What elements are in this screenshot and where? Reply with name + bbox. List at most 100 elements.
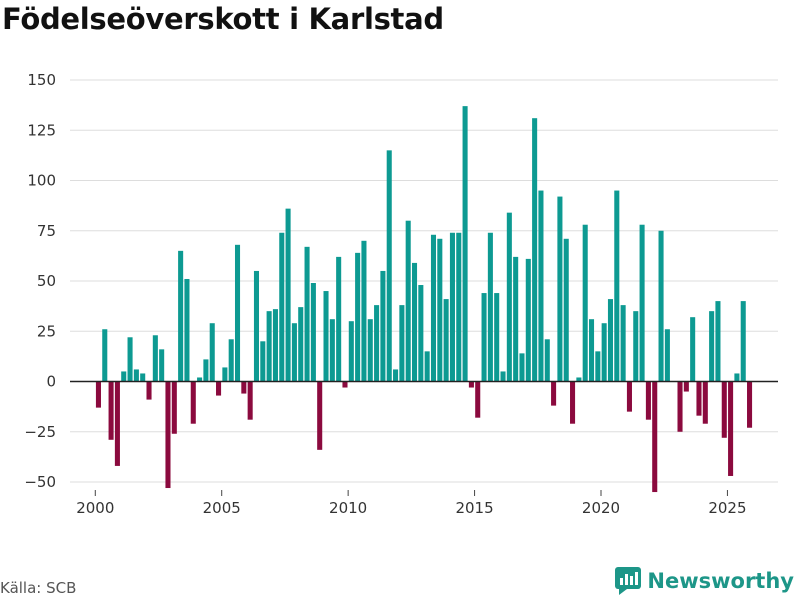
bar-positive [209,323,215,382]
bar-positive [734,373,740,382]
bar-positive [620,305,626,382]
bar-positive [127,337,133,382]
bar-positive [709,311,715,382]
bar-negative [551,381,557,406]
bar-positive [291,323,297,382]
newsworthy-logo-icon [615,567,642,595]
y-tick-label: −25 [24,423,56,441]
bar-positive [588,319,595,382]
bar-positive [494,293,500,382]
bar-positive [506,212,512,382]
bar-positive [279,232,285,382]
x-tick-label: 2025 [708,499,746,517]
y-tick-label: 25 [37,322,56,340]
bar-negative [677,381,683,432]
bar-positive [633,311,639,382]
bar-positive [348,321,354,382]
y-axis-labels: −50 −25 0 25 50 75 100 125 150 [24,71,56,491]
brand-logo: Newsworthy [615,567,794,595]
bar-positive [178,250,184,382]
bar-negative [683,381,689,392]
bar-negative [570,381,576,424]
bar-negative [165,381,171,489]
bar-positive [487,232,493,382]
source-note: Källa: SCB [0,579,77,597]
y-tick-label: 0 [46,373,56,391]
bar-positive [658,230,664,382]
bar-negative [475,381,481,418]
bar-positive [557,196,563,382]
bar-positive [500,371,506,382]
bar-positive [260,341,266,382]
bar-positive [614,190,620,382]
bar-positive [184,278,190,382]
bar-positive [576,377,582,382]
bar-positive [140,373,146,382]
bar-negative [171,381,177,434]
bar-positive [532,118,538,382]
bar-positive [228,339,234,382]
bar-positive [285,208,291,382]
bar-positive [544,339,550,382]
y-tick-label: 100 [27,172,56,190]
bar-positive [393,369,399,382]
x-tick-label: 2000 [76,499,114,517]
bar-positive [424,351,430,382]
x-tick-label: 2005 [203,499,241,517]
bar-positive [563,238,569,382]
bar-positive [197,377,203,382]
bar-positive [323,291,329,382]
y-tick-label: 50 [37,272,56,290]
bar-positive [519,353,525,382]
bar-negative [626,381,632,412]
bar-positive [133,369,139,382]
bar-positive [234,244,241,382]
bar-positive [203,359,209,382]
bar-positive [525,258,531,382]
bar-positive [336,256,342,382]
bar-positive [690,317,696,382]
bar-positive [481,293,487,382]
bar-negative [728,381,734,476]
bar-positive [430,234,437,382]
x-tick-label: 2020 [582,499,620,517]
bar-negative [241,381,247,394]
bars [95,106,753,493]
bar-negative [342,381,348,388]
bar-positive [304,246,310,382]
bar-negative [645,381,651,420]
bar-positive [266,311,272,382]
bar-positive [740,301,746,382]
bar-negative [317,381,323,450]
bar-positive [152,335,158,382]
bar-positive [411,262,418,382]
bar-negative [747,381,753,428]
bar-positive [399,305,405,382]
bar-positive [380,270,386,382]
bar-negative [216,381,222,396]
bar-positive [449,232,455,382]
bar-positive [418,285,424,382]
bar-positive [310,283,316,382]
bar-negative [95,381,101,408]
bar-negative [721,381,727,438]
bar-positive [601,323,607,382]
y-tick-label: −50 [24,473,56,491]
bar-negative [468,381,474,388]
bar-positive [253,270,260,382]
bar-negative [652,381,658,493]
bar-positive [374,305,380,382]
bar-negative [702,381,708,424]
bar-positive [437,238,443,382]
bar-positive [582,224,588,382]
x-tick-label: 2015 [455,499,493,517]
bar-positive [121,371,127,382]
x-tick-label: 2010 [329,499,367,517]
bar-positive [715,301,721,382]
bar-positive [513,256,519,382]
y-tick-label: 75 [37,222,56,240]
bar-positive [222,367,228,382]
bar-positive [607,299,614,382]
bar-positive [298,307,304,382]
y-tick-label: 150 [27,71,56,89]
